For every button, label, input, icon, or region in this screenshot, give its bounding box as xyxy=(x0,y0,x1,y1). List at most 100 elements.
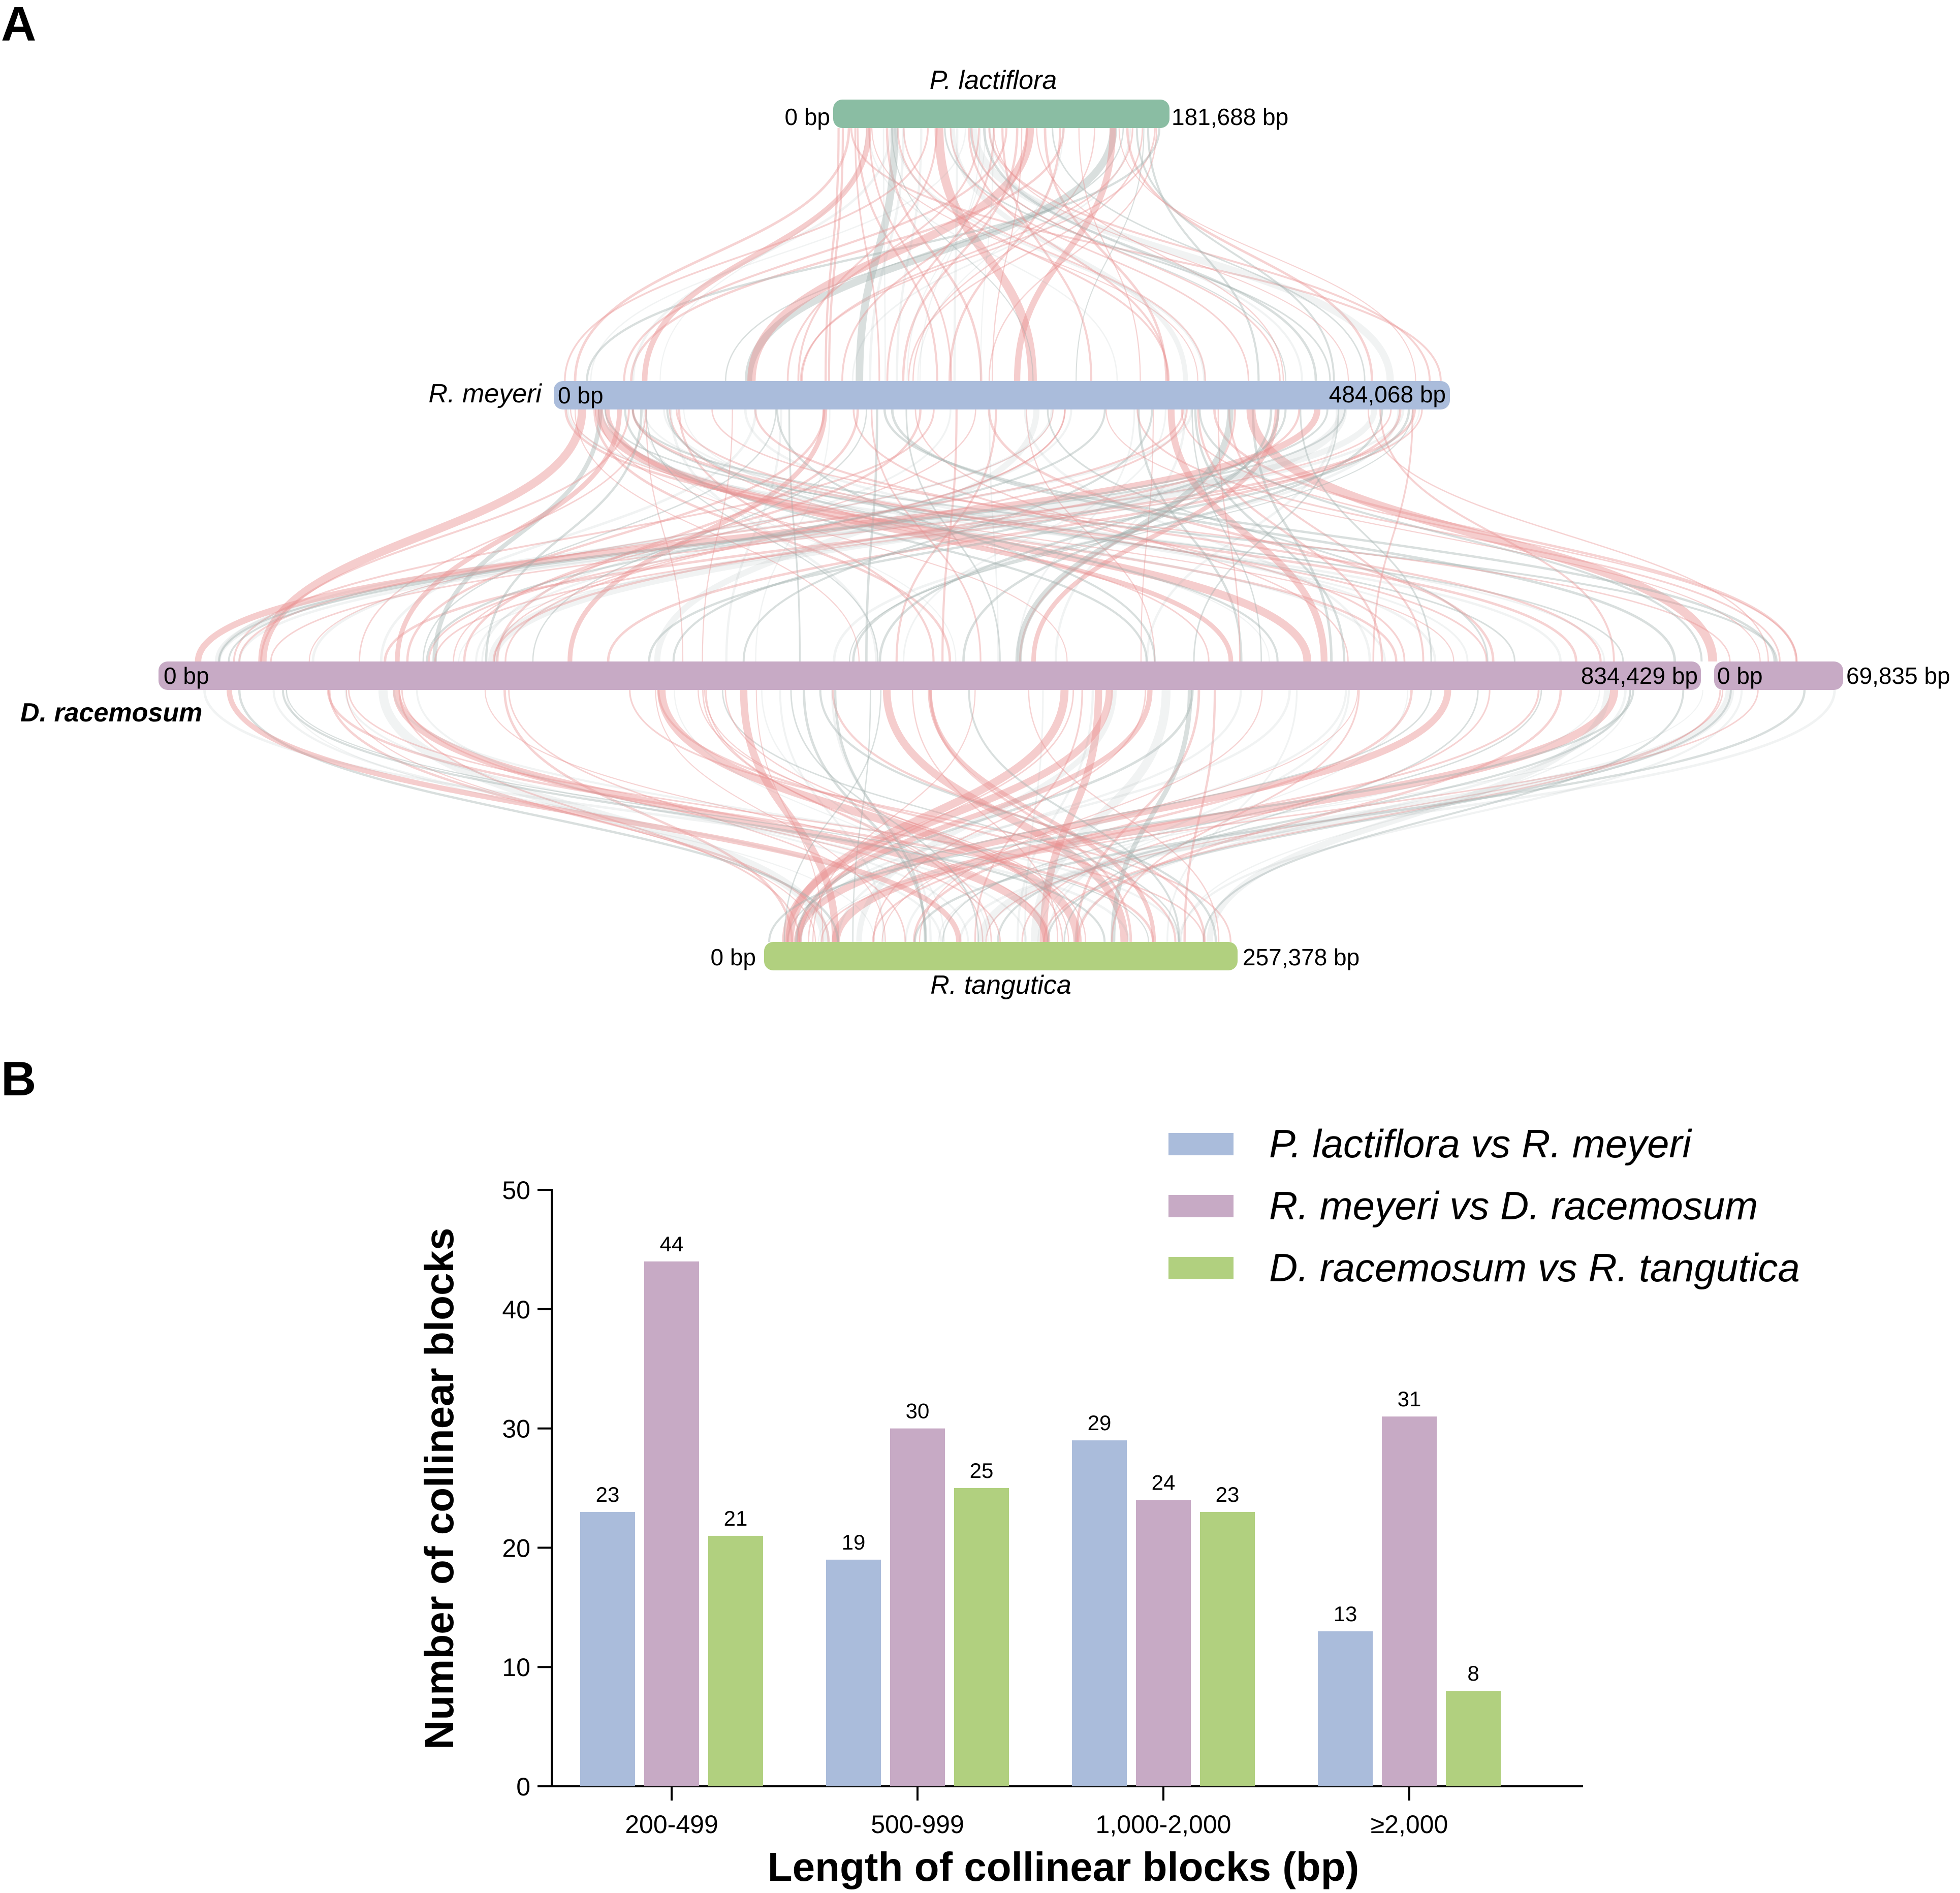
synteny-links xyxy=(195,128,1836,942)
synteny-link xyxy=(657,689,1177,942)
synteny-link xyxy=(642,409,957,662)
synteny-link xyxy=(988,128,1157,382)
synteny-link xyxy=(642,128,872,382)
synteny-link xyxy=(905,409,1001,662)
bar xyxy=(954,1488,1009,1786)
synteny-link xyxy=(895,409,997,662)
bar xyxy=(708,1535,763,1786)
synteny-link xyxy=(1052,128,1366,382)
synteny-link xyxy=(1372,409,1414,662)
synteny-link xyxy=(1137,409,1243,662)
genome-bar-r-tangutica xyxy=(764,942,1238,970)
synteny-link xyxy=(1203,689,1685,942)
synteny-link xyxy=(902,128,1019,382)
synteny-link xyxy=(434,409,1423,662)
genome-start-p-lactiflora: 0 bp xyxy=(784,104,830,130)
bar-value-label: 21 xyxy=(724,1506,748,1530)
synteny-link xyxy=(831,689,1206,942)
synteny-link xyxy=(959,689,1836,942)
bar xyxy=(580,1511,635,1786)
synteny-link xyxy=(258,409,586,662)
synteny-link xyxy=(744,409,1437,662)
synteny-link xyxy=(882,689,1128,942)
synteny-link xyxy=(227,689,962,942)
synteny-link xyxy=(432,409,603,662)
synteny-link xyxy=(590,128,966,382)
synteny-link xyxy=(886,128,995,382)
synteny-link xyxy=(747,128,1034,382)
synteny-link xyxy=(347,689,1205,942)
synteny-link xyxy=(989,128,1303,382)
x-tick-label: 200-499 xyxy=(625,1810,718,1839)
bar xyxy=(826,1559,881,1786)
synteny-link xyxy=(1180,689,1631,942)
synteny-link xyxy=(604,409,1624,662)
synteny-link xyxy=(453,409,976,662)
synteny-link xyxy=(904,689,1347,942)
synteny-link xyxy=(344,689,1027,942)
synteny-link xyxy=(974,689,1083,942)
synteny-link xyxy=(574,409,860,662)
x-tick-label: 500-999 xyxy=(871,1810,964,1839)
synteny-link xyxy=(1167,409,1327,662)
synteny-link xyxy=(1126,128,1373,382)
synteny-link xyxy=(800,128,1156,382)
synteny-link xyxy=(503,689,794,942)
synteny-link xyxy=(820,689,1759,942)
synteny-link xyxy=(643,409,1605,662)
synteny-link xyxy=(1110,689,1193,942)
bar-value-label: 30 xyxy=(906,1399,930,1423)
synteny-link xyxy=(663,409,1469,662)
synteny-link xyxy=(260,409,630,662)
synteny-link xyxy=(401,689,1001,942)
synteny-link xyxy=(345,689,816,942)
synteny-link xyxy=(967,128,1169,382)
synteny-link xyxy=(508,689,906,942)
synteny-link xyxy=(856,128,938,382)
synteny-link xyxy=(1379,409,1615,662)
synteny-link xyxy=(380,409,757,662)
synteny-link xyxy=(992,128,1023,382)
synteny-link xyxy=(812,689,976,942)
synteny-link xyxy=(586,128,1161,382)
synteny-link xyxy=(1015,409,1234,662)
legend-swatch xyxy=(1168,1257,1234,1279)
synteny-link xyxy=(817,689,1703,942)
synteny-link xyxy=(406,409,826,662)
synteny-link xyxy=(886,128,983,382)
synteny-link xyxy=(868,128,953,382)
synteny-link xyxy=(997,689,1631,942)
synteny-link xyxy=(790,689,979,942)
synteny-link xyxy=(601,409,1386,662)
synteny-link xyxy=(894,128,1206,382)
synteny-link xyxy=(393,689,1180,942)
synteny-link xyxy=(794,689,1451,942)
synteny-link xyxy=(1047,689,1732,942)
synteny-link xyxy=(595,409,1312,662)
synteny-link xyxy=(1037,689,1409,942)
synteny-link xyxy=(854,128,880,382)
synteny-link xyxy=(1251,409,1333,662)
synteny-link xyxy=(873,689,1147,942)
synteny-link xyxy=(1136,409,1781,662)
synteny-link xyxy=(1367,409,1769,662)
synteny-link xyxy=(574,128,850,382)
synteny-link xyxy=(631,409,1778,662)
legend-label: P. lactiflora vs R. meyeri xyxy=(1269,1121,1692,1166)
synteny-link xyxy=(841,128,1028,382)
synteny-link xyxy=(897,128,1170,382)
bar xyxy=(1318,1631,1373,1786)
synteny-link xyxy=(1044,128,1168,382)
synteny-link xyxy=(1074,689,1627,942)
synteny-link xyxy=(669,409,1210,662)
y-tick-label: 30 xyxy=(502,1415,530,1443)
y-axis-ticks: 0 10 20 30 40 50 xyxy=(502,1176,552,1801)
synteny-link xyxy=(980,128,994,382)
synteny-link xyxy=(851,128,1131,382)
genome-end-r-tangutica: 257,378 bp xyxy=(1243,944,1360,970)
synteny-link xyxy=(797,689,1153,942)
synteny-link xyxy=(934,128,1037,382)
synteny-link xyxy=(819,689,1217,942)
synteny-link xyxy=(630,128,1065,382)
genome-name-p-lactiflora: P. lactiflora xyxy=(930,66,1057,95)
